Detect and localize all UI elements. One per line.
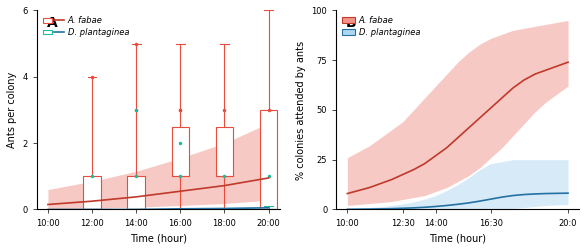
- Text: B: B: [346, 16, 357, 30]
- Y-axis label: Ants per colony: Ants per colony: [7, 72, 17, 148]
- Bar: [127, 176, 145, 210]
- Legend: A. fabae, D. plantaginea: A. fabae, D. plantaginea: [340, 14, 422, 38]
- Bar: [127, 209, 145, 210]
- Bar: [260, 110, 277, 210]
- Bar: [172, 209, 189, 210]
- Bar: [260, 209, 277, 210]
- Text: A: A: [47, 16, 57, 30]
- Bar: [83, 176, 101, 210]
- Y-axis label: % colonies attended by ants: % colonies attended by ants: [296, 40, 306, 179]
- Legend: A. fabae, D. plantaginea: A. fabae, D. plantaginea: [41, 14, 131, 38]
- X-axis label: Time (hour): Time (hour): [130, 233, 187, 243]
- Bar: [216, 126, 233, 176]
- Bar: [172, 126, 189, 176]
- Bar: [83, 209, 101, 210]
- X-axis label: Time (hour): Time (hour): [429, 233, 486, 243]
- Bar: [216, 209, 233, 210]
